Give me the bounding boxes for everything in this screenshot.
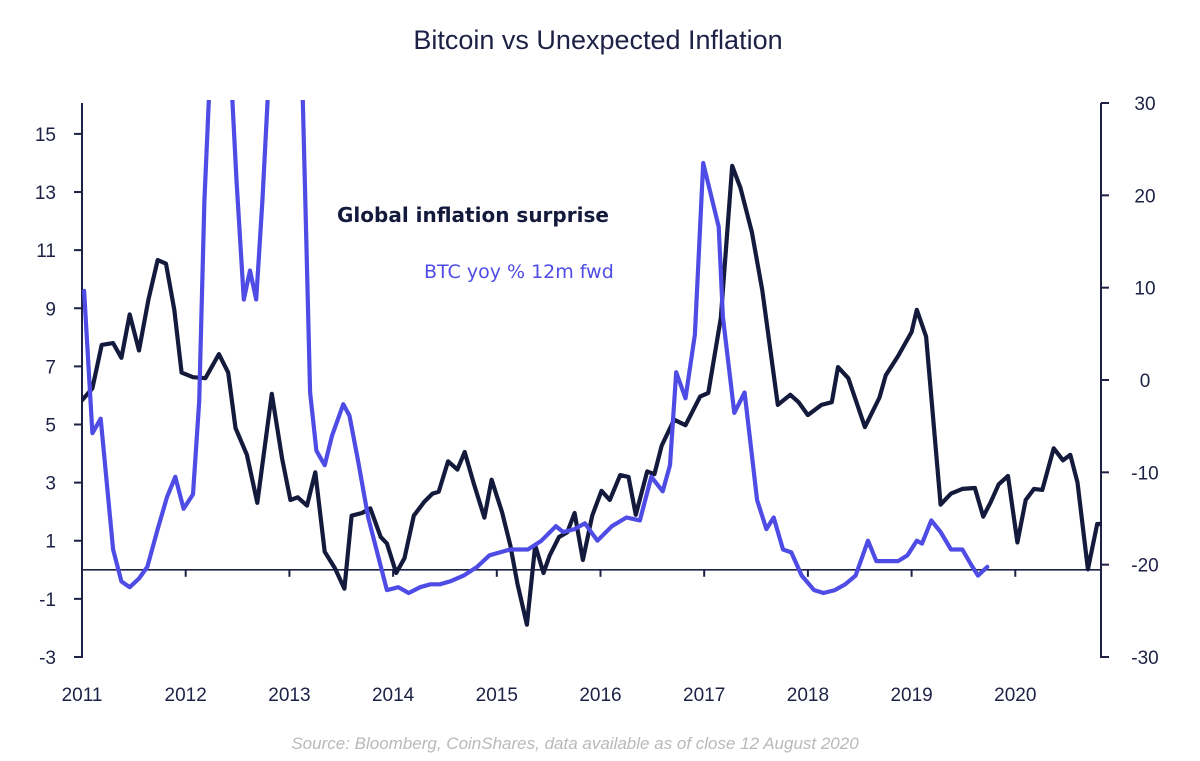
left-axis-tick-label: 15 bbox=[35, 125, 56, 146]
series-layer bbox=[82, 100, 1102, 627]
left-axis: 15 13 11 9 7 5 3 1 -1 -3 bbox=[35, 103, 83, 669]
x-axis-tick-label: 2011 bbox=[62, 685, 103, 706]
left-axis-tick-label: 5 bbox=[45, 416, 56, 437]
left-axis-tick-label: 11 bbox=[36, 241, 56, 262]
left-axis-tick-label: -1 bbox=[39, 590, 56, 611]
right-axis-tick-label: -30 bbox=[1131, 648, 1158, 669]
right-axis-tick-label: 10 bbox=[1134, 279, 1155, 300]
series-line-btc-yoy-12m-fwd bbox=[82, 100, 990, 596]
left-axis-tick-label: 3 bbox=[45, 474, 56, 495]
x-axis-tick-label: 2020 bbox=[994, 685, 1036, 706]
right-axis-tick-label: 20 bbox=[1134, 186, 1155, 207]
legend-label-global-inflation-surprise: Global inflation surprise bbox=[337, 203, 609, 227]
x-axis-tick-label: 2018 bbox=[787, 685, 829, 706]
x-axis-tick-label: 2015 bbox=[476, 685, 518, 706]
right-axis-tick-label: -20 bbox=[1131, 556, 1158, 577]
left-axis-tick-label: 1 bbox=[45, 532, 56, 553]
x-axis-tick-label: 2012 bbox=[165, 685, 207, 706]
right-axis-tick-label: 30 bbox=[1134, 94, 1155, 115]
x-axis-tick-label: 2016 bbox=[579, 685, 621, 706]
left-axis-tick-label: 7 bbox=[45, 357, 56, 378]
x-axis-tick-label: 2017 bbox=[683, 685, 725, 706]
left-axis-tick-label: 9 bbox=[45, 299, 56, 320]
left-axis-tick-label: -3 bbox=[39, 648, 56, 669]
left-axis-tick-label: 13 bbox=[35, 183, 56, 204]
x-axis: 2011 2012 2013 2014 2015 2016 2017 2018 2019 2020 bbox=[62, 568, 1101, 706]
right-axis-tick-label: -10 bbox=[1131, 463, 1158, 484]
right-axis: 30 20 10 0 -10 -20 -30 bbox=[1100, 94, 1159, 669]
series-line-global-inflation-surprise bbox=[82, 163, 1102, 627]
x-axis-tick-label: 2013 bbox=[268, 685, 310, 706]
legend-label-btc-yoy: BTC yoy % 12m fwd bbox=[424, 261, 614, 283]
right-axis-tick-label: 0 bbox=[1140, 371, 1151, 392]
source-note: Source: Bloomberg, CoinShares, data avai… bbox=[291, 734, 859, 753]
chart-title: Bitcoin vs Unexpected Inflation bbox=[413, 25, 782, 55]
x-axis-tick-label: 2019 bbox=[890, 685, 932, 706]
x-axis-tick-label: 2014 bbox=[372, 685, 415, 706]
